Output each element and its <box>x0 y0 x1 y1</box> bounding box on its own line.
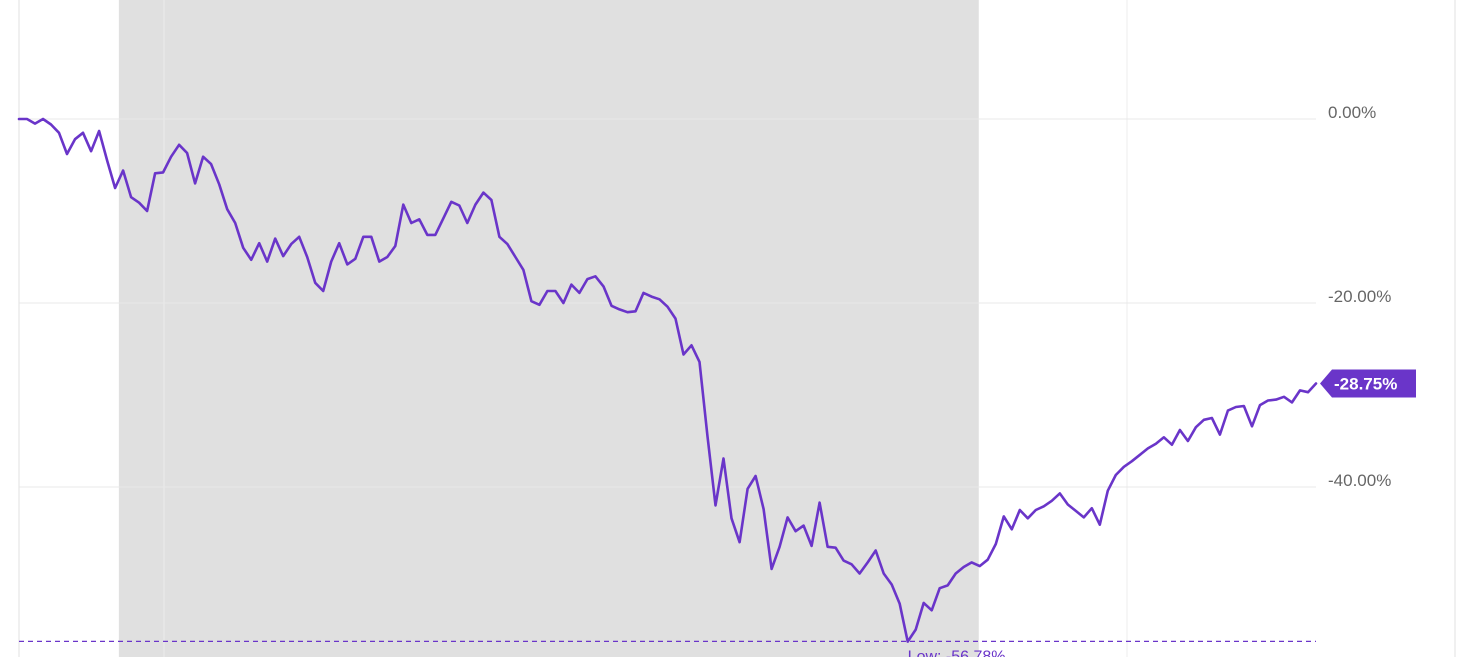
y-tick-label: -20.00% <box>1328 287 1391 306</box>
gridlines <box>19 0 1316 657</box>
last-value-label: -28.75% <box>1334 375 1397 394</box>
y-tick-label: -40.00% <box>1328 471 1391 490</box>
shaded-region <box>118 0 979 657</box>
y-tick-label: -60.00% <box>1328 655 1391 657</box>
last-value-badge-shape <box>1320 369 1416 398</box>
y-tick-label: 0.00% <box>1328 103 1376 122</box>
low-marker-label: Low: -56.78% <box>908 648 1006 657</box>
last-value-badge: -28.75% <box>1320 369 1416 398</box>
y-axis-ticks: 0.00% -20.00% -40.00% -60.00% <box>1328 103 1391 657</box>
series-line <box>17 117 1318 643</box>
